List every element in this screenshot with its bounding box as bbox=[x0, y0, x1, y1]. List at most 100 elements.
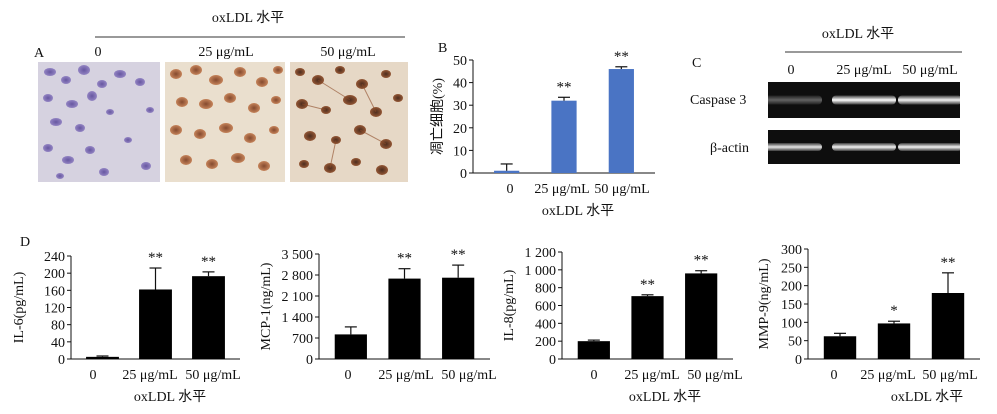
y-axis-label: IL-6(pg/mL) bbox=[12, 271, 27, 343]
blot-bands bbox=[758, 95, 962, 151]
bar bbox=[931, 293, 965, 359]
y-tick-label: 200 bbox=[535, 335, 556, 350]
y-tick-label: 1 400 bbox=[282, 311, 314, 326]
y-tick-label: 1 200 bbox=[525, 246, 557, 261]
bar bbox=[631, 296, 664, 359]
blot-band-caspase3-0 bbox=[758, 95, 822, 105]
x-axis-label: oxLDL 水平 bbox=[629, 389, 701, 405]
panel-a-col-0: 0 bbox=[95, 45, 102, 60]
panel-c: C oxLDL 水平 0 25 μg/mL 50 μg/mL Caspase 3… bbox=[690, 26, 962, 164]
panel-a: A oxLDL 水平 0 25 μg/mL 50 μg/mL bbox=[34, 10, 408, 182]
y-tick-label: 3 500 bbox=[282, 248, 314, 263]
panel-d-label: D bbox=[20, 235, 30, 250]
y-tick-label: 120 bbox=[44, 302, 65, 317]
chart-mcp1: 0 700 1 400 2 100 2 800 3 500 0 ** 25 μg/mL ** 50 … bbox=[259, 247, 497, 383]
blot-row-label-actin: β-actin bbox=[710, 141, 749, 156]
y-tick-label: 250 bbox=[781, 261, 802, 276]
x-tick-label: 25 μg/mL bbox=[860, 368, 915, 383]
y-axis-label: MMP-9(ng/mL) bbox=[757, 258, 772, 349]
x-tick-label: 25 μg/mL bbox=[624, 368, 679, 383]
x-tick-label: 0 bbox=[90, 368, 97, 383]
y-tick-label: 0 bbox=[306, 353, 313, 368]
y-tick-label: 600 bbox=[535, 300, 556, 315]
panel-a-col-1: 25 μg/mL bbox=[198, 45, 253, 60]
bar bbox=[86, 356, 119, 359]
bar bbox=[388, 278, 421, 359]
significance-label: ** bbox=[397, 251, 412, 267]
x-tick-label: 50 μg/mL bbox=[922, 368, 977, 383]
x-tick-label: 0 bbox=[591, 368, 598, 383]
y-tick-label: 0 bbox=[460, 167, 467, 182]
bar bbox=[608, 69, 634, 173]
panel-a-col-2: 50 μg/mL bbox=[320, 45, 375, 60]
significance-label: ** bbox=[640, 277, 655, 293]
y-tick-label: 700 bbox=[292, 332, 313, 347]
panel-c-header: oxLDL 水平 bbox=[822, 26, 894, 42]
y-axis-label: 凋亡细胞(%) bbox=[430, 78, 446, 155]
blot-band-actin-2 bbox=[898, 143, 962, 151]
significance-label: ** bbox=[941, 255, 956, 271]
x-tick-label: 25 μg/mL bbox=[122, 368, 177, 383]
bar bbox=[442, 277, 475, 359]
blot-band-actin-1 bbox=[832, 143, 896, 151]
bar bbox=[551, 100, 577, 173]
significance-label: ** bbox=[451, 247, 466, 263]
x-tick-label: 25 μg/mL bbox=[378, 368, 433, 383]
y-tick-label: 400 bbox=[535, 317, 556, 332]
y-tick-label: 50 bbox=[453, 54, 467, 69]
chart-apoptosis: 0 10 20 30 40 50 0 ** 25 μg/mL ** 50 μg/mL 凋亡细胞(%) o… bbox=[430, 49, 655, 219]
y-tick-label: 20 bbox=[453, 122, 467, 137]
x-tick-label: 0 bbox=[831, 368, 838, 383]
bar bbox=[877, 323, 911, 359]
micrograph-0 bbox=[38, 62, 160, 182]
y-tick-label: 30 bbox=[453, 99, 467, 114]
y-tick-label: 0 bbox=[549, 353, 556, 368]
y-tick-label: 2 800 bbox=[282, 269, 314, 284]
chart-mmp9: 0 50 100 150 200 250 300 0 * 25 μg/mL ** 50 μg/mL MM… bbox=[757, 243, 980, 405]
y-tick-label: 800 bbox=[535, 282, 556, 297]
x-axis-label: oxLDL 水平 bbox=[891, 389, 963, 405]
y-tick-label: 40 bbox=[453, 77, 467, 92]
y-tick-label: 0 bbox=[795, 353, 802, 368]
panel-a-label: A bbox=[34, 46, 45, 61]
y-tick-label: 200 bbox=[781, 280, 802, 295]
blot-band-caspase3-2 bbox=[898, 95, 962, 105]
y-tick-label: 50 bbox=[788, 335, 802, 350]
micrograph-25 bbox=[165, 62, 285, 182]
x-tick-label: 50 μg/mL bbox=[594, 182, 649, 197]
chart-il8: 0 200 400 600 800 1 000 1 200 0 ** 25 μg/mL ** 50 μ… bbox=[502, 246, 743, 405]
x-axis-label: oxLDL 水平 bbox=[134, 389, 206, 405]
x-tick-label: 50 μg/mL bbox=[185, 368, 240, 383]
significance-label: * bbox=[890, 303, 898, 319]
y-tick-label: 10 bbox=[453, 144, 467, 159]
bar bbox=[577, 341, 610, 359]
significance-label: ** bbox=[201, 254, 216, 270]
panel-c-col-1: 25 μg/mL bbox=[836, 63, 891, 78]
x-axis-label: oxLDL 水平 bbox=[542, 203, 614, 219]
x-tick-label: 25 μg/mL bbox=[534, 182, 589, 197]
bar bbox=[192, 276, 225, 359]
x-tick-label: 0 bbox=[345, 368, 352, 383]
significance-label: ** bbox=[614, 49, 629, 65]
y-tick-label: 2 100 bbox=[282, 290, 314, 305]
bar bbox=[494, 170, 520, 173]
y-tick-label: 100 bbox=[781, 316, 802, 331]
y-tick-label: 300 bbox=[781, 243, 802, 258]
panel-a-header: oxLDL 水平 bbox=[212, 10, 284, 26]
x-tick-label: 50 μg/mL bbox=[441, 368, 496, 383]
y-axis-label: IL-8(pg/mL) bbox=[502, 269, 517, 341]
bar bbox=[823, 336, 857, 359]
panel-c-col-2: 50 μg/mL bbox=[902, 63, 957, 78]
y-tick-label: 160 bbox=[44, 284, 65, 299]
blot-band-caspase3-1 bbox=[832, 95, 896, 105]
panel-b-label: B bbox=[438, 41, 447, 56]
panel-d: D 0 40 80 120 160 200 240 0 ** 25 μg/mL ** 50 μg/mL… bbox=[12, 235, 980, 405]
blot-row-label-caspase3: Caspase 3 bbox=[690, 93, 746, 108]
significance-label: ** bbox=[557, 79, 572, 95]
panel-c-col-0: 0 bbox=[788, 63, 795, 78]
bar bbox=[139, 289, 172, 359]
y-tick-label: 240 bbox=[44, 250, 65, 265]
y-tick-label: 80 bbox=[51, 319, 65, 334]
y-tick-label: 0 bbox=[58, 353, 65, 368]
x-tick-label: 0 bbox=[507, 182, 514, 197]
